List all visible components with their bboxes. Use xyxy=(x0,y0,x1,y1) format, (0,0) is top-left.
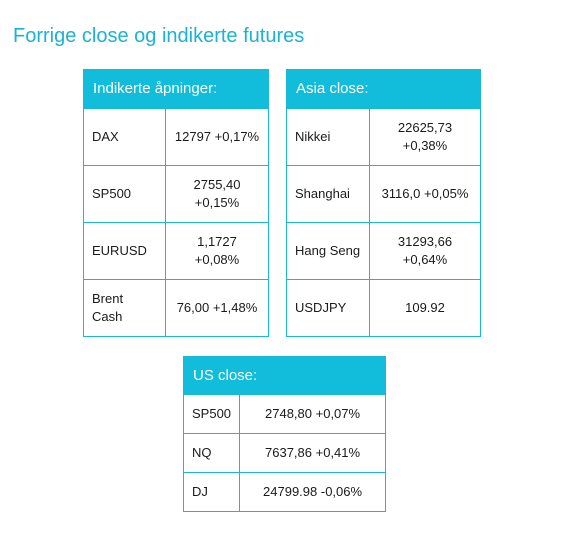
row-value: 31293,66 +0,64% xyxy=(369,222,481,280)
row-value: 24799.98 -0,06% xyxy=(239,472,387,512)
asia-close-header: Asia close: xyxy=(286,69,481,109)
table-row: SP500 2755,40 +0,15% xyxy=(83,165,269,223)
row-value: 3116,0 +0,05% xyxy=(369,165,481,223)
row-label: Shanghai xyxy=(286,165,370,223)
page-title: Forrige close og indikerte futures xyxy=(13,25,305,47)
table-row: NQ 7637,86 +0,41% xyxy=(182,433,387,473)
table-row: EURUSD 1,1727 +0,08% xyxy=(83,222,269,280)
indicated-openings-table: Indikerte åpninger: DAX 12797 +0,17% SP5… xyxy=(83,69,269,337)
row-label: Nikkei xyxy=(286,108,370,166)
row-label: DJ xyxy=(182,472,241,512)
row-label: SP500 xyxy=(83,165,166,223)
row-value: 1,1727 +0,08% xyxy=(165,222,269,280)
row-label: Hang Seng xyxy=(286,222,370,280)
table-row: Shanghai 3116,0 +0,05% xyxy=(286,165,481,223)
asia-close-table: Asia close: Nikkei 22625,73 +0,38% Shang… xyxy=(286,69,481,337)
row-value: 2755,40 +0,15% xyxy=(165,165,269,223)
table-row: DJ 24799.98 -0,06% xyxy=(182,472,387,512)
row-value: 109.92 xyxy=(369,279,481,337)
row-value: 12797 +0,17% xyxy=(165,108,269,166)
row-value: 2748,80 +0,07% xyxy=(239,394,387,434)
table-row: Nikkei 22625,73 +0,38% xyxy=(286,108,481,166)
table-row: DAX 12797 +0,17% xyxy=(83,108,269,166)
row-value: 76,00 +1,48% xyxy=(165,279,269,337)
row-label: Brent Cash xyxy=(83,279,166,337)
row-value: 7637,86 +0,41% xyxy=(239,433,387,473)
row-label: EURUSD xyxy=(83,222,166,280)
table-row: Hang Seng 31293,66 +0,64% xyxy=(286,222,481,280)
row-label: DAX xyxy=(83,108,166,166)
table-row: SP500 2748,80 +0,07% xyxy=(182,394,387,434)
us-close-table: US close: SP500 2748,80 +0,07% NQ 7637,8… xyxy=(182,356,387,512)
row-label: USDJPY xyxy=(286,279,370,337)
row-value: 22625,73 +0,38% xyxy=(369,108,481,166)
row-label: SP500 xyxy=(182,394,241,434)
us-close-header: US close: xyxy=(182,356,387,395)
row-label: NQ xyxy=(182,433,241,473)
indicated-openings-header: Indikerte åpninger: xyxy=(83,69,269,109)
table-row: USDJPY 109.92 xyxy=(286,279,481,337)
table-row: Brent Cash 76,00 +1,48% xyxy=(83,279,269,337)
